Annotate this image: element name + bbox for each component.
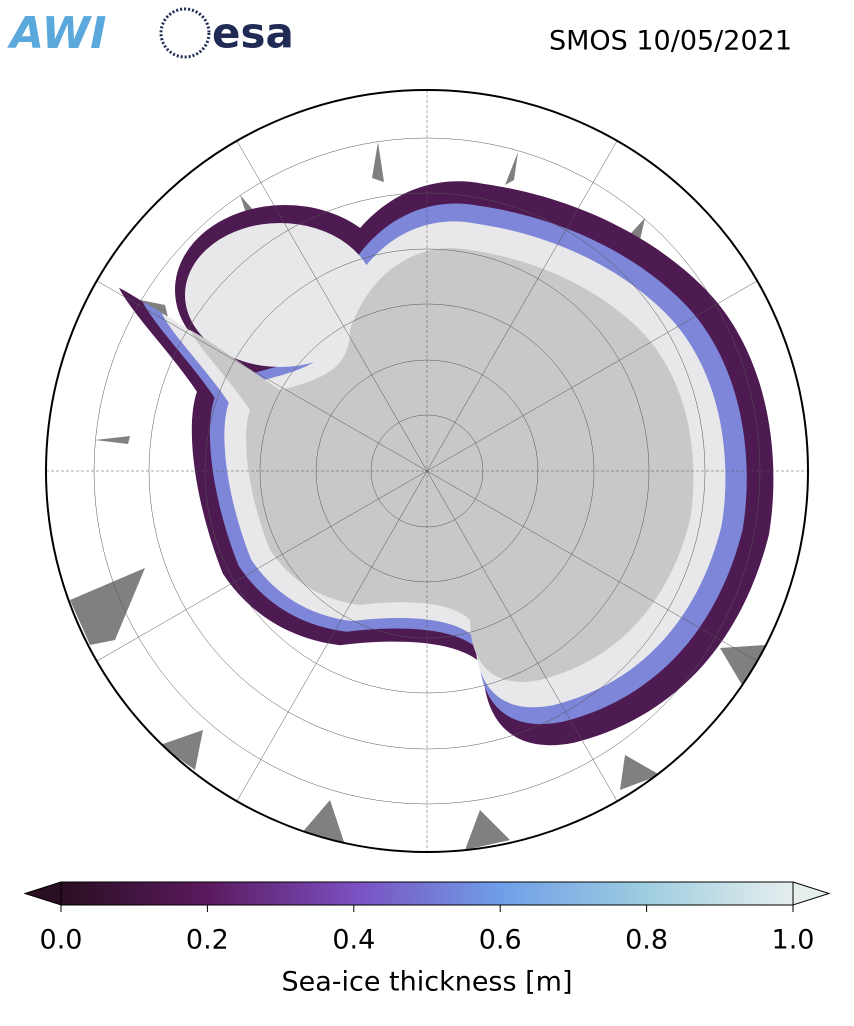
title: SMOS 10/05/2021 bbox=[549, 26, 792, 57]
colorbar-tick-label: 0.6 bbox=[479, 925, 522, 956]
colorbar-tick-label: 0.2 bbox=[186, 925, 229, 956]
esa-logo: esa bbox=[212, 9, 294, 58]
colorbar-label: Sea-ice thickness [m] bbox=[281, 967, 572, 998]
awi-logo: AWI bbox=[7, 8, 107, 59]
colorbar-extend-low bbox=[23, 881, 62, 906]
map-frame bbox=[45, 89, 809, 853]
antarctica bbox=[190, 248, 694, 682]
colorbar-tick-label: 0.8 bbox=[625, 925, 668, 956]
colorbar-tick-label: 1.0 bbox=[772, 925, 815, 956]
colorbar-tick-label: 0.0 bbox=[40, 925, 83, 956]
colorbar-extend-high bbox=[792, 881, 831, 906]
colorbar-gradient bbox=[60, 881, 794, 906]
map bbox=[46, 90, 808, 852]
colorbar-tick-label: 0.4 bbox=[332, 925, 375, 956]
esa-emblem bbox=[159, 7, 211, 59]
graticule bbox=[46, 90, 808, 852]
colorbar bbox=[23, 881, 831, 906]
